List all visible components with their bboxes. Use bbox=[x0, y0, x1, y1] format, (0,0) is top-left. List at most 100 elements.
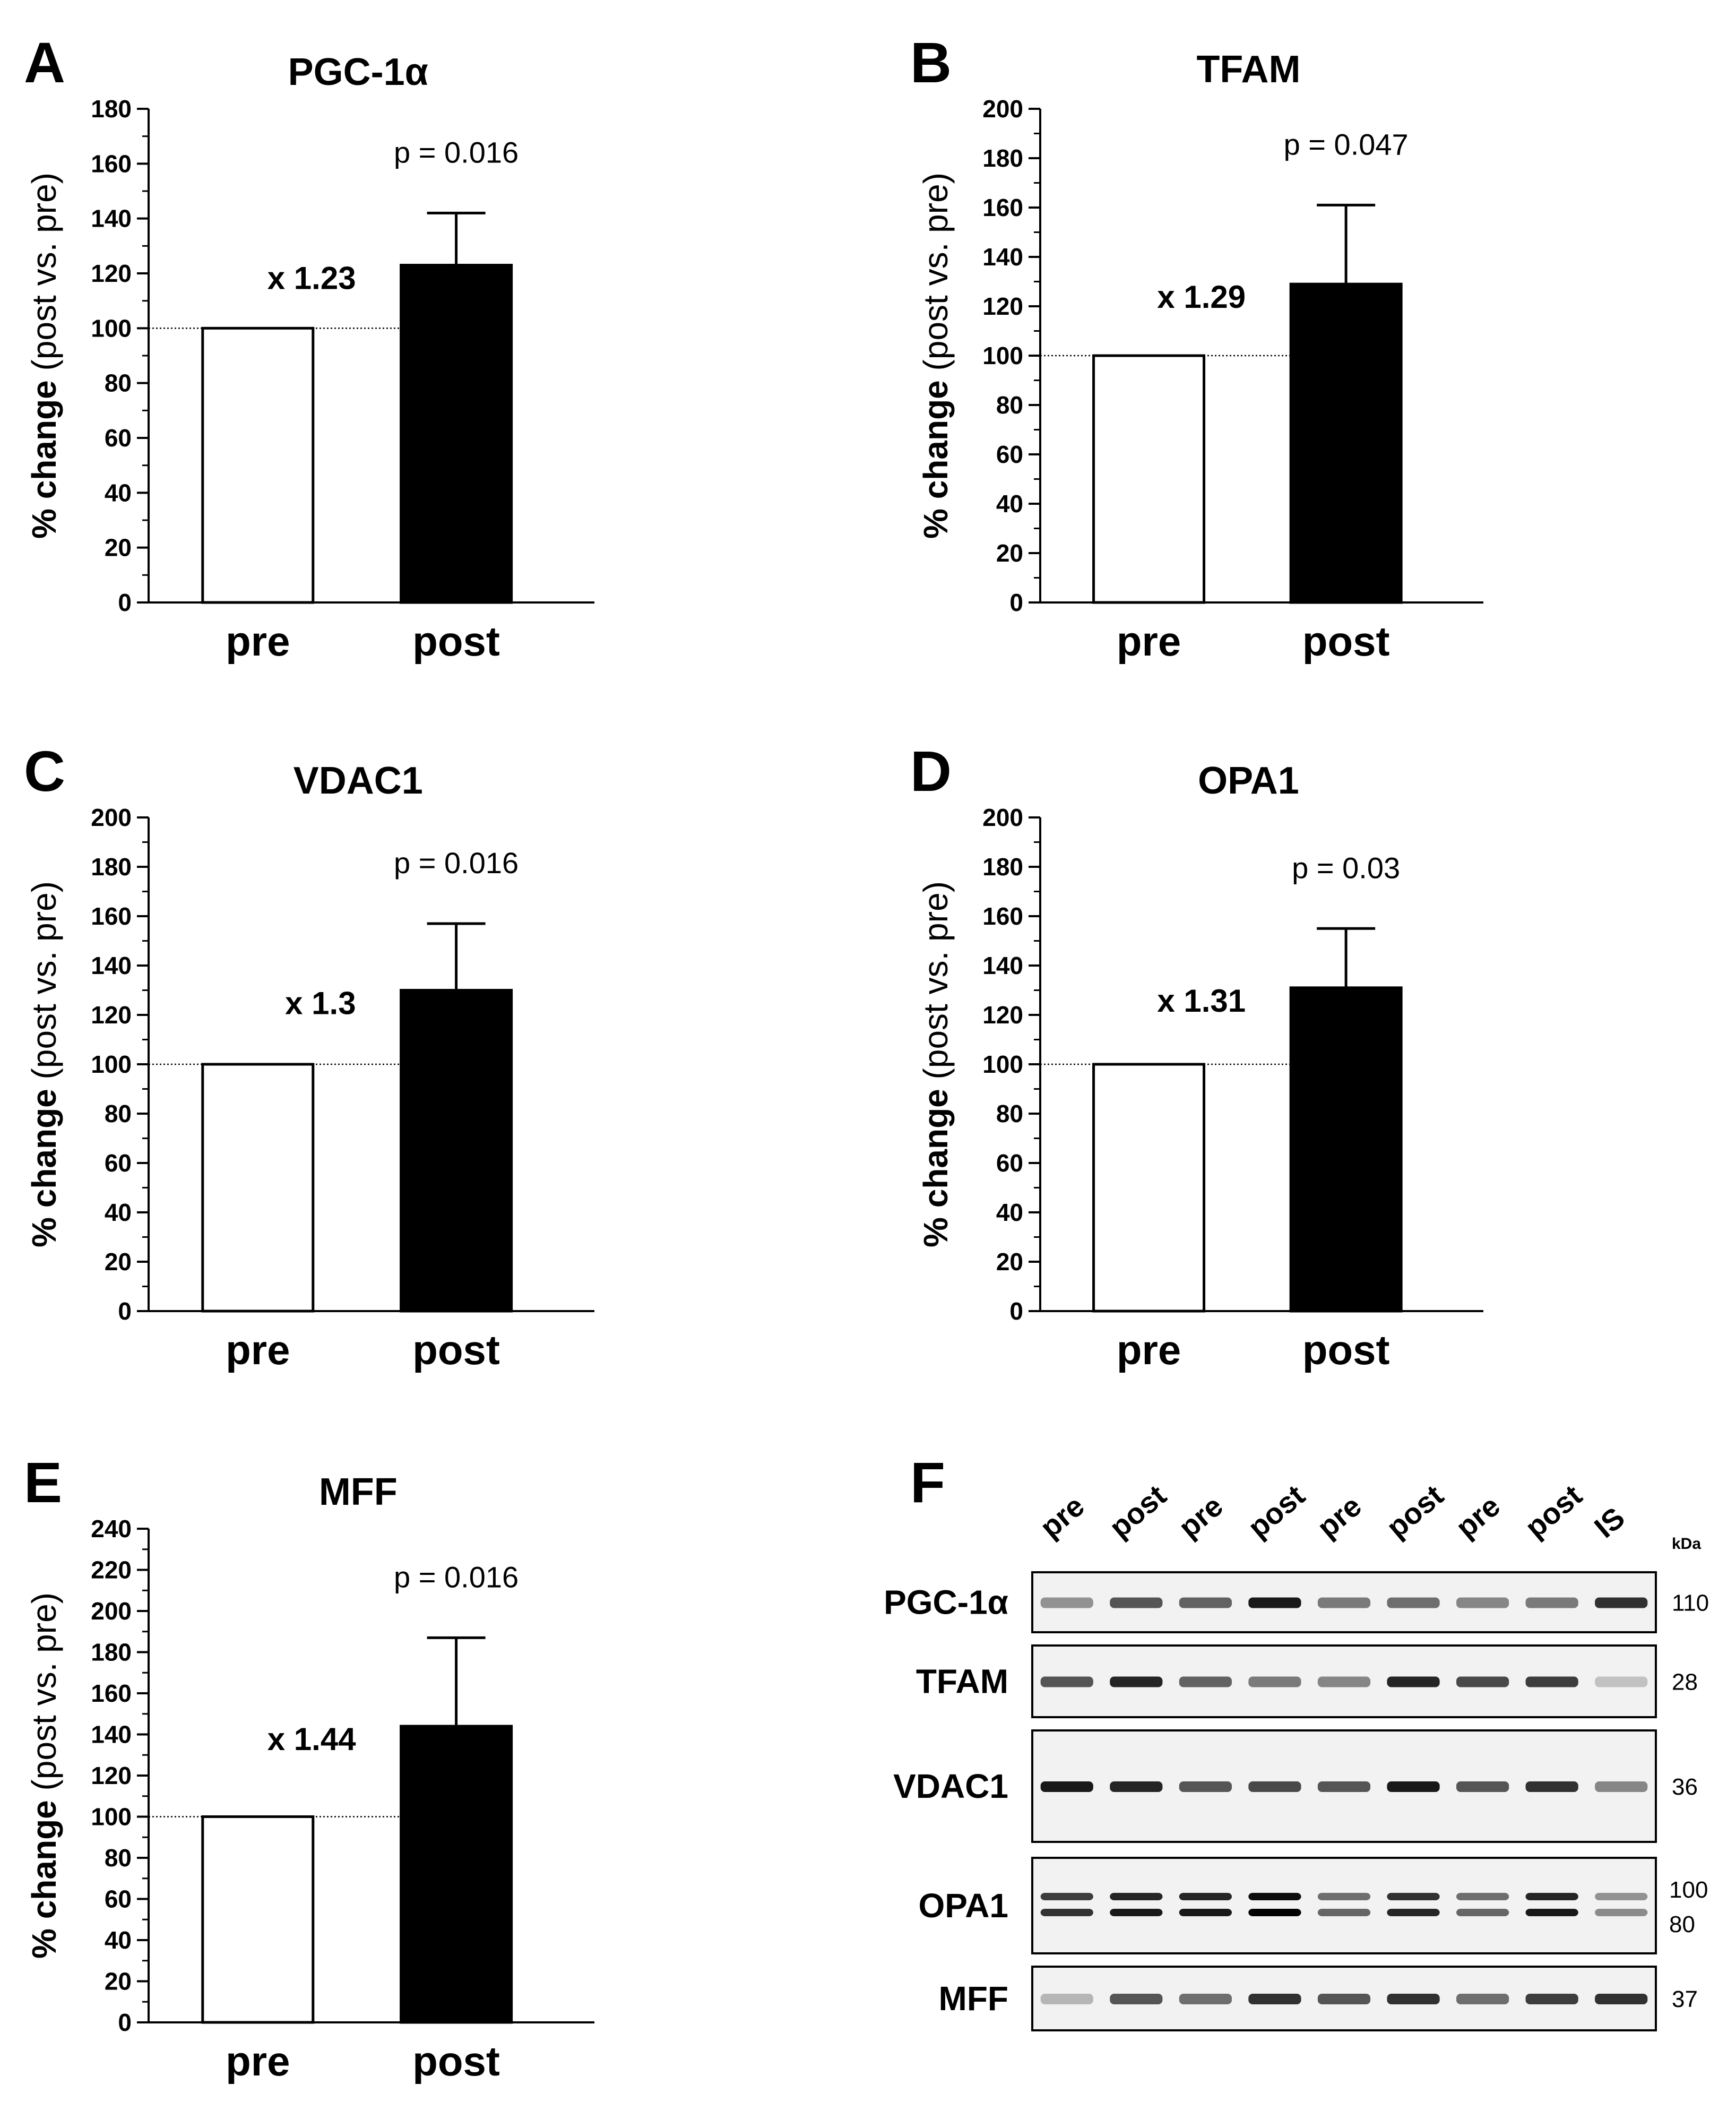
panel-b-ytick-label: 60 bbox=[996, 441, 1023, 468]
panel-e-xtick-label-post: post bbox=[412, 2038, 500, 2084]
blot-row-1: TFAM 28 bbox=[916, 1644, 1698, 1718]
panel-e-ylabel: % change (post vs. pre) bbox=[25, 1592, 63, 1959]
blot-band bbox=[1525, 1893, 1578, 1900]
blot-band bbox=[1040, 1893, 1093, 1900]
panel-e-ytick-label: 160 bbox=[91, 1679, 132, 1707]
panel-c-ytick-label: 160 bbox=[91, 902, 132, 930]
panel-b-ytick-label: 200 bbox=[982, 95, 1023, 123]
panel-c-p-value: p = 0.016 bbox=[394, 846, 519, 880]
blot-band bbox=[1248, 1909, 1301, 1916]
blot-band bbox=[1110, 1994, 1163, 2004]
blot-band bbox=[1110, 1781, 1163, 1792]
blot-band bbox=[1040, 1909, 1093, 1916]
lane-label: pre bbox=[1033, 1489, 1090, 1544]
panel-e-ytick-label: 120 bbox=[91, 1762, 132, 1789]
panel-c-ytick-label: 40 bbox=[105, 1199, 132, 1226]
blot-band bbox=[1248, 1597, 1301, 1608]
blot-band bbox=[1179, 1893, 1232, 1900]
panel-d-ytick-label: 200 bbox=[982, 804, 1023, 831]
panel-d-ytick-label: 80 bbox=[996, 1100, 1023, 1127]
panel-d-ytick-label: 140 bbox=[982, 952, 1023, 979]
kda-header: kDa bbox=[1672, 1535, 1701, 1553]
panel-c-letter: C bbox=[24, 739, 65, 803]
blot-protein-label: TFAM bbox=[916, 1662, 1008, 1701]
panel-e-ytick-label: 200 bbox=[91, 1597, 132, 1625]
blot-row-3: OPA1 100 80 bbox=[918, 1857, 1708, 1954]
panel-c-ytick-label: 0 bbox=[118, 1297, 132, 1325]
panel-a-ytick-label: 160 bbox=[91, 150, 132, 177]
panel-a-bar-post bbox=[400, 264, 513, 604]
blot-protein-label: MFF bbox=[939, 1979, 1009, 2018]
panel-b-title: TFAM bbox=[1196, 48, 1300, 91]
panel-b-ytick-label: 100 bbox=[982, 342, 1023, 369]
blot-band bbox=[1387, 1909, 1440, 1916]
panel-a-ytick-label: 40 bbox=[105, 479, 132, 506]
blot-band bbox=[1248, 1994, 1301, 2004]
blot-band bbox=[1387, 1676, 1440, 1687]
panel-b-xtick-label-post: post bbox=[1302, 618, 1390, 665]
panel-b-ytick-label: 120 bbox=[982, 292, 1023, 320]
blot-band bbox=[1317, 1597, 1371, 1608]
panel-b-bar-pre bbox=[1092, 354, 1206, 604]
panel-e-fold-change: x 1.44 bbox=[267, 1721, 356, 1757]
panel-c-chart: C VDAC1 % change (post vs. pre) 0 20 40 60 80 10… bbox=[24, 739, 594, 1373]
blot-band bbox=[1456, 1781, 1509, 1792]
blot-band bbox=[1456, 1893, 1509, 1900]
blot-band bbox=[1595, 1909, 1648, 1916]
blot-band bbox=[1387, 1994, 1440, 2004]
blot-kda-label: 36 bbox=[1672, 1774, 1698, 1800]
blot-protein-label: PGC-1α bbox=[884, 1583, 1008, 1622]
panel-d-bar-post bbox=[1289, 986, 1403, 1313]
panel-e-ytick-label: 240 bbox=[91, 1515, 132, 1543]
blot-band bbox=[1595, 1676, 1648, 1687]
panel-d-ytick-label: 20 bbox=[996, 1248, 1023, 1276]
panel-e-ytick-label: 20 bbox=[105, 1968, 132, 1995]
blot-kda-label: 100 bbox=[1669, 1877, 1708, 1903]
panel-e-ytick-label: 60 bbox=[105, 1885, 132, 1913]
panel-a-letter: A bbox=[24, 30, 65, 94]
panel-e-ytick-label: 0 bbox=[118, 2009, 132, 2036]
panel-d-ytick-label: 60 bbox=[996, 1149, 1023, 1177]
panel-e-xtick-label-pre: pre bbox=[226, 2038, 290, 2084]
blot-band bbox=[1179, 1597, 1232, 1608]
panel-e-ytick-label: 80 bbox=[105, 1844, 132, 1872]
panel-a-ytick-label: 100 bbox=[91, 314, 132, 342]
panel-a-ytick-label: 20 bbox=[105, 534, 132, 562]
panel-e-bar-pre bbox=[201, 1815, 315, 2024]
blot-band bbox=[1456, 1909, 1509, 1916]
lane-label: pre bbox=[1311, 1489, 1368, 1544]
panel-d-p-value: p = 0.03 bbox=[1292, 851, 1400, 884]
blot-band bbox=[1595, 1893, 1648, 1900]
panel-b-xtick-label-pre: pre bbox=[1117, 618, 1181, 665]
blot-band bbox=[1248, 1781, 1301, 1792]
panel-b-ytick-label: 160 bbox=[982, 194, 1023, 221]
panel-e-ytick-label: 100 bbox=[91, 1803, 132, 1831]
blot-kda-label: 28 bbox=[1672, 1669, 1698, 1695]
blot-kda-label: 80 bbox=[1669, 1911, 1695, 1937]
lane-label: post bbox=[1241, 1478, 1311, 1544]
panel-f-letter: F bbox=[910, 1450, 945, 1514]
panel-b-ytick-label: 180 bbox=[982, 144, 1023, 172]
panel-c-bar-post bbox=[400, 989, 513, 1313]
panel-b-bar-post bbox=[1289, 282, 1403, 604]
blot-band bbox=[1525, 1909, 1578, 1916]
blot-protein-label: OPA1 bbox=[918, 1886, 1008, 1925]
blot-row-2: VDAC1 36 bbox=[893, 1729, 1698, 1843]
panel-d-ytick-label: 100 bbox=[982, 1050, 1023, 1078]
blot-band bbox=[1456, 1676, 1509, 1687]
blot-band bbox=[1248, 1893, 1301, 1900]
panel-c-ytick-label: 80 bbox=[105, 1100, 132, 1127]
panel-e-p-value: p = 0.016 bbox=[394, 1560, 519, 1593]
blot-band bbox=[1040, 1676, 1093, 1687]
panel-d-chart: D OPA1 % change (post vs. pre) 0 20 40 60 80 100… bbox=[910, 739, 1483, 1373]
lane-label: pre bbox=[1449, 1489, 1506, 1544]
panel-a-ytick-label: 80 bbox=[105, 369, 132, 397]
panel-b-ytick-label: 80 bbox=[996, 391, 1023, 419]
blot-band bbox=[1110, 1676, 1163, 1687]
panel-e-bar-post bbox=[400, 1725, 513, 2024]
blot-band bbox=[1248, 1676, 1301, 1687]
blot-band bbox=[1040, 1597, 1093, 1608]
panel-e-ytick-label: 180 bbox=[91, 1639, 132, 1666]
blot-kda-label: 110 bbox=[1672, 1590, 1709, 1616]
blot-band bbox=[1595, 1781, 1648, 1792]
